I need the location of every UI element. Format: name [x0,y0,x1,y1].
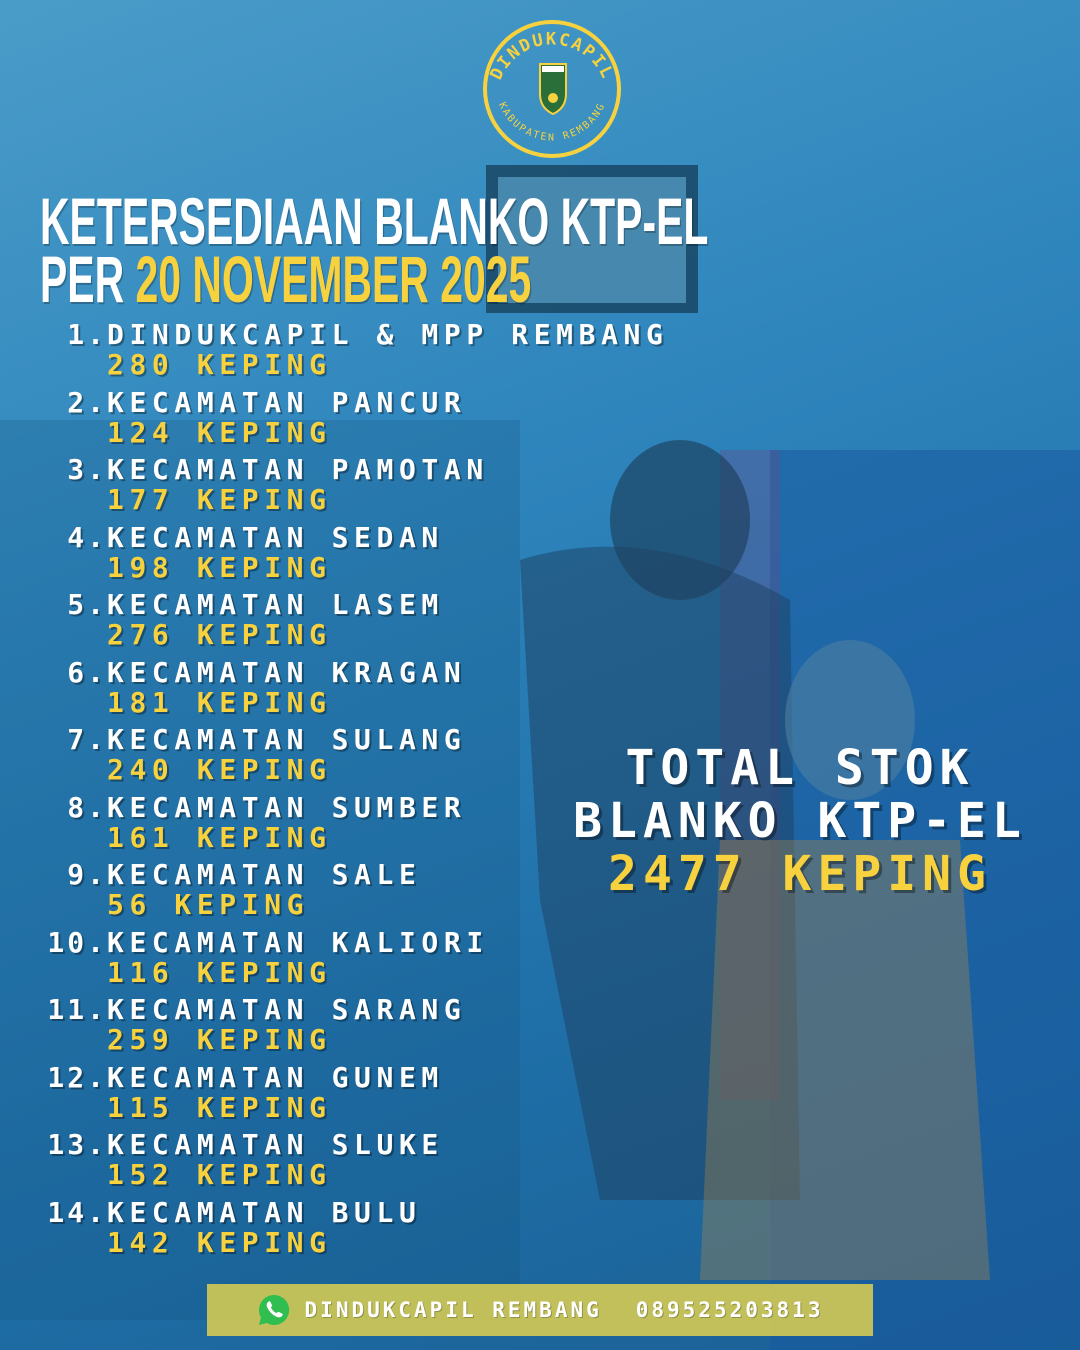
title-date: 20 NOVEMBER 2025 [135,242,532,316]
item-quantity: 181 KEPING [107,685,332,719]
list-item: 10.KECAMATAN KALIORI 116 KEPING [0,925,700,989]
total-line-1: TOTAL STOK [625,740,975,796]
item-quantity: 161 KEPING [107,820,332,854]
item-quantity: 115 KEPING [107,1090,332,1124]
item-number: 4. [67,520,107,554]
list-item: 5.KECAMATAN LASEM 276 KEPING [0,590,700,650]
item-number: 3. [67,453,107,486]
item-name: KECAMATAN SARANG [107,993,467,1026]
list-item: 6.KECAMATAN KRAGAN 181 KEPING [0,655,700,719]
list-item: 4.KECAMATAN SEDAN 198 KEPING [0,520,700,584]
item-quantity: 240 KEPING [107,753,332,786]
item-quantity: 177 KEPING [107,483,332,516]
item-quantity: 56 KEPING [107,888,310,921]
item-number: 10. [47,925,107,959]
list-item: 12.KECAMATAN GUNEM 115 KEPING [0,1060,700,1124]
contact-name: DINDUKCAPIL REMBANG [304,1298,602,1322]
item-name: KECAMATAN SALE [107,858,422,891]
item-name: DINDUKCAPIL & MPP REMBANG [107,318,669,351]
title-prefix: PER [40,242,125,316]
item-number: 11. [47,993,107,1026]
contact-phone[interactable]: 089525203813 [635,1298,824,1322]
total-stock: TOTAL STOK BLANKO KTP-EL 2477 KEPING [540,742,1060,901]
item-name: KECAMATAN SEDAN [107,520,444,554]
item-number: 13. [47,1128,107,1161]
title-line-2: PER 20 NOVEMBER 2025 [40,246,531,312]
item-name: KECAMATAN KALIORI [107,925,489,959]
item-quantity: 152 KEPING [107,1158,332,1191]
item-name: KECAMATAN GUNEM [107,1060,444,1094]
item-name: KECAMATAN PAMOTAN [107,453,489,486]
list-item: 7.KECAMATAN SULANG 240 KEPING [0,725,700,785]
list-item: 3.KECAMATAN PAMOTAN 177 KEPING [0,455,700,515]
item-name: KECAMATAN LASEM [107,588,444,621]
list-item: 8.KECAMATAN SUMBER 161 KEPING [0,790,700,854]
item-name: KECAMATAN BULU [107,1195,422,1229]
item-quantity: 198 KEPING [107,550,332,584]
title-line-1: KETERSEDIAAN BLANKO KTP-EL [40,184,709,258]
item-name: KECAMATAN PANCUR [107,385,467,419]
list-item: 14.KECAMATAN BULU 142 KEPING [0,1195,700,1259]
list-item: 1.DINDUKCAPIL & MPP REMBANG 280 KEPING [0,320,700,380]
item-name: KECAMATAN SULANG [107,723,467,756]
item-name: KECAMATAN KRAGAN [107,655,467,689]
dindukcapil-logo: DINDUKCAPIL KABUPATEN REMBANG [483,20,621,158]
item-number: 1. [67,318,107,351]
item-number: 12. [47,1060,107,1094]
item-quantity: 142 KEPING [107,1225,332,1259]
list-item: 9.KECAMATAN SALE 56 KEPING [0,860,700,920]
item-number: 7. [67,723,107,756]
item-number: 8. [67,790,107,824]
contact-bar: DINDUKCAPIL REMBANG 089525203813 [207,1284,873,1336]
list-item: 2.KECAMATAN PANCUR 124 KEPING [0,385,700,449]
item-quantity: 124 KEPING [107,415,332,449]
item-number: 2. [67,385,107,419]
item-name: KECAMATAN SLUKE [107,1128,444,1161]
whatsapp-icon [258,1294,289,1325]
item-quantity: 280 KEPING [107,348,332,381]
item-number: 14. [47,1195,107,1229]
total-amount: 2477 KEPING [608,846,992,902]
item-number: 9. [67,858,107,891]
item-quantity: 116 KEPING [107,955,332,989]
list-item: 13.KECAMATAN SLUKE 152 KEPING [0,1130,700,1190]
item-number: 6. [67,655,107,689]
list-item: 11.KECAMATAN SARANG 259 KEPING [0,995,700,1055]
item-number: 5. [67,588,107,621]
item-quantity: 276 KEPING [107,618,332,651]
total-line-2: BLANKO KTP-EL [573,793,1027,849]
item-name: KECAMATAN SUMBER [107,790,467,824]
item-quantity: 259 KEPING [107,1023,332,1056]
